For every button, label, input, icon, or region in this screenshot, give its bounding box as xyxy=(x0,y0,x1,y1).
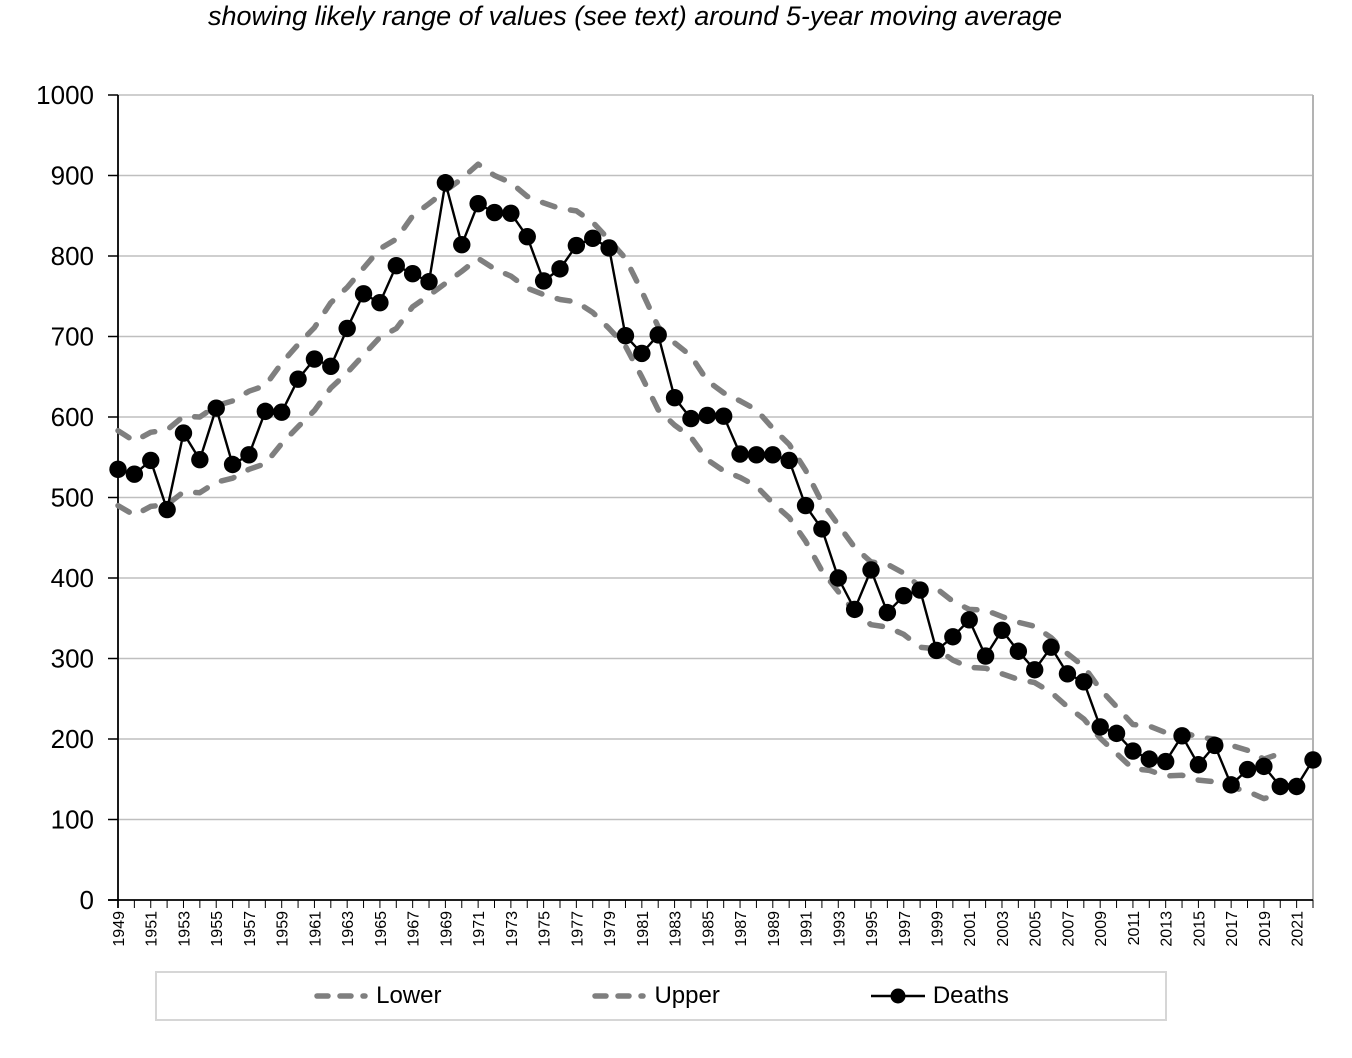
svg-text:100: 100 xyxy=(51,805,94,835)
svg-text:300: 300 xyxy=(51,644,94,674)
legend-item-upper: Upper xyxy=(591,982,720,1010)
svg-text:1973: 1973 xyxy=(504,911,521,947)
axes xyxy=(108,94,1314,908)
y-gridlines xyxy=(118,94,1313,821)
legend-label-deaths: Deaths xyxy=(932,982,1009,1009)
svg-text:1977: 1977 xyxy=(569,911,586,947)
legend: Lower Upper Deaths xyxy=(155,971,1167,1021)
deaths-markers xyxy=(109,174,1322,796)
svg-text:1951: 1951 xyxy=(144,911,161,947)
upper-bound-line xyxy=(115,161,1284,762)
svg-text:700: 700 xyxy=(51,322,94,352)
legend-item-lower: Lower xyxy=(313,982,441,1010)
x-axis-labels: 1949 1951 1953 1955 1957 1959 1961 1963 1965 1967… xyxy=(111,911,1307,947)
svg-text:1949: 1949 xyxy=(111,911,128,947)
legend-label-lower: Lower xyxy=(376,982,442,1009)
y-axis-ticks xyxy=(108,94,118,901)
svg-text:1955: 1955 xyxy=(209,911,226,947)
lower-dashed-line-icon xyxy=(314,993,368,999)
deaths-line xyxy=(117,181,1315,788)
svg-text:1957: 1957 xyxy=(242,911,259,947)
svg-text:0: 0 xyxy=(80,885,94,915)
deaths-line-marker-icon xyxy=(870,988,925,1004)
svg-text:2005: 2005 xyxy=(1028,911,1045,947)
svg-text:1991: 1991 xyxy=(799,911,816,947)
svg-text:1967: 1967 xyxy=(406,911,423,947)
svg-text:1999: 1999 xyxy=(929,911,946,947)
svg-text:2007: 2007 xyxy=(1060,911,1077,947)
svg-text:1997: 1997 xyxy=(897,911,914,947)
svg-text:900: 900 xyxy=(51,161,94,191)
svg-text:1981: 1981 xyxy=(635,911,652,947)
svg-text:1983: 1983 xyxy=(668,911,685,947)
svg-text:600: 600 xyxy=(51,402,94,432)
y-axis-labels: 0 100 200 300 400 500 600 700 800 900 1000 xyxy=(36,80,94,915)
lower-bound-line xyxy=(115,255,1284,802)
svg-text:2011: 2011 xyxy=(1126,911,1143,946)
svg-text:1971: 1971 xyxy=(471,911,488,947)
svg-text:1959: 1959 xyxy=(275,911,292,947)
svg-text:1000: 1000 xyxy=(36,80,94,110)
chart-canvas: 0 100 200 300 400 500 600 700 800 900 1000 1949 1951… xyxy=(36,80,1322,947)
svg-text:1989: 1989 xyxy=(766,911,783,947)
svg-text:2009: 2009 xyxy=(1093,911,1110,947)
svg-text:800: 800 xyxy=(51,241,94,271)
svg-text:2003: 2003 xyxy=(995,911,1012,947)
svg-text:1953: 1953 xyxy=(176,911,193,947)
svg-text:1963: 1963 xyxy=(340,911,357,947)
upper-dashed-line-icon xyxy=(592,993,647,999)
svg-text:2019: 2019 xyxy=(1257,911,1274,947)
svg-text:1965: 1965 xyxy=(373,911,390,947)
svg-text:400: 400 xyxy=(51,563,94,593)
svg-text:200: 200 xyxy=(51,724,94,754)
svg-text:1995: 1995 xyxy=(864,911,881,947)
legend-item-deaths: Deaths xyxy=(870,982,1009,1010)
svg-text:1985: 1985 xyxy=(700,911,717,947)
svg-text:1961: 1961 xyxy=(307,911,324,947)
chart-title: showing likely range of values (see text… xyxy=(208,1,1062,31)
svg-text:1969: 1969 xyxy=(438,911,455,947)
svg-text:2021: 2021 xyxy=(1290,911,1307,947)
svg-text:2017: 2017 xyxy=(1224,911,1241,947)
x-axis-ticks xyxy=(117,900,1314,908)
svg-text:500: 500 xyxy=(51,483,94,513)
svg-text:1993: 1993 xyxy=(831,911,848,947)
svg-text:1979: 1979 xyxy=(602,911,619,947)
svg-text:1987: 1987 xyxy=(733,911,750,947)
svg-text:2001: 2001 xyxy=(962,911,979,947)
svg-text:1975: 1975 xyxy=(537,911,554,947)
svg-text:2013: 2013 xyxy=(1159,911,1176,947)
legend-label-upper: Upper xyxy=(654,982,720,1009)
svg-text:2015: 2015 xyxy=(1191,911,1208,947)
